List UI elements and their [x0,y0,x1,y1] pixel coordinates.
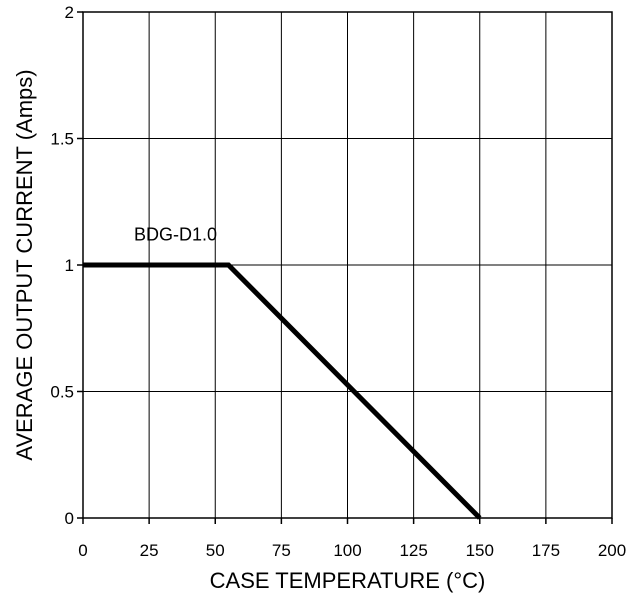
x-tick-label-5: 125 [399,541,427,560]
x-tick-label-2: 50 [206,541,225,560]
y-tick-label-2: 1 [65,256,74,275]
x-tick-label-4: 100 [333,541,361,560]
y-tick-label-0: 0 [65,509,74,528]
x-tick-label-3: 75 [272,541,291,560]
ticks: 0 25 50 75 100 125 150 175 200 0 0.5 1 1.5 2 [50,3,626,560]
x-tick-label-6: 150 [466,541,494,560]
grid [83,12,612,518]
x-tick-label-8: 200 [598,541,626,560]
y-tick-label-3: 1.5 [50,130,74,149]
x-tick-label-7: 175 [532,541,560,560]
annotation-0: BDG-D1.0 [134,225,217,245]
annotation-layer: BDG-D1.0 [134,225,217,245]
series-layer [83,262,482,520]
x-tick-label-0: 0 [78,541,87,560]
y-axis-label: AVERAGE OUTPUT CURRENT (Amps) [12,69,37,460]
y-tick-label-4: 2 [65,3,74,22]
x-tick-label-1: 25 [140,541,159,560]
series-line-0 [83,262,482,520]
y-tick-label-1: 0.5 [50,383,74,402]
x-axis-label: CASE TEMPERATURE (°C) [210,568,486,593]
